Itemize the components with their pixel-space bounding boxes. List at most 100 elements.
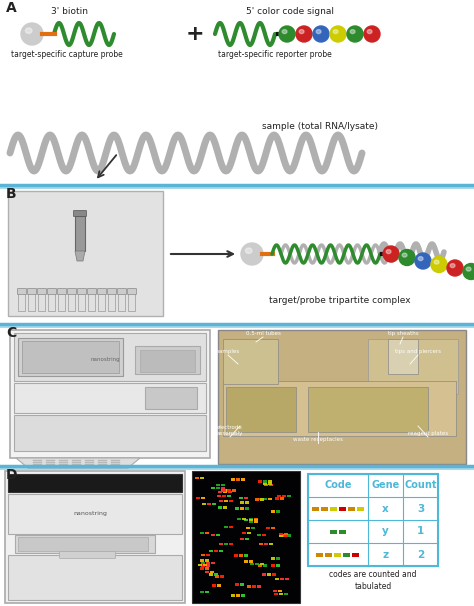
FancyBboxPatch shape [245, 554, 248, 557]
FancyBboxPatch shape [231, 594, 236, 597]
FancyBboxPatch shape [280, 497, 284, 499]
FancyBboxPatch shape [10, 330, 210, 458]
FancyBboxPatch shape [201, 503, 206, 505]
Ellipse shape [313, 26, 329, 42]
Ellipse shape [246, 248, 252, 253]
FancyBboxPatch shape [59, 459, 68, 461]
FancyBboxPatch shape [205, 559, 209, 562]
FancyBboxPatch shape [67, 288, 76, 295]
FancyBboxPatch shape [48, 293, 55, 311]
FancyBboxPatch shape [221, 487, 225, 490]
Text: B: B [6, 187, 17, 201]
FancyBboxPatch shape [240, 538, 245, 541]
FancyBboxPatch shape [22, 341, 119, 373]
FancyBboxPatch shape [118, 288, 127, 295]
FancyBboxPatch shape [85, 464, 94, 465]
Ellipse shape [367, 30, 372, 33]
Text: tips and piercers: tips and piercers [395, 349, 441, 354]
Text: sample (total RNA/lysate): sample (total RNA/lysate) [262, 122, 378, 131]
FancyBboxPatch shape [218, 495, 221, 498]
FancyBboxPatch shape [18, 293, 26, 311]
FancyBboxPatch shape [321, 507, 328, 511]
FancyBboxPatch shape [196, 497, 200, 499]
FancyBboxPatch shape [209, 573, 213, 576]
FancyBboxPatch shape [262, 533, 266, 536]
FancyBboxPatch shape [111, 464, 120, 465]
FancyBboxPatch shape [264, 498, 267, 501]
FancyBboxPatch shape [72, 465, 81, 467]
Ellipse shape [26, 28, 32, 33]
FancyBboxPatch shape [237, 594, 240, 597]
Text: 0.5-ml tubes: 0.5-ml tubes [246, 331, 281, 336]
FancyBboxPatch shape [258, 498, 262, 501]
FancyBboxPatch shape [250, 563, 254, 565]
FancyBboxPatch shape [275, 497, 279, 499]
FancyBboxPatch shape [312, 507, 319, 511]
FancyBboxPatch shape [368, 339, 458, 394]
FancyBboxPatch shape [249, 519, 253, 521]
FancyBboxPatch shape [254, 521, 258, 524]
FancyBboxPatch shape [279, 533, 283, 535]
FancyBboxPatch shape [229, 499, 234, 502]
FancyBboxPatch shape [273, 573, 276, 576]
FancyBboxPatch shape [216, 484, 219, 486]
Text: reagent plates: reagent plates [408, 431, 448, 436]
FancyBboxPatch shape [278, 590, 282, 592]
FancyBboxPatch shape [200, 559, 204, 562]
FancyBboxPatch shape [200, 567, 204, 570]
FancyBboxPatch shape [271, 558, 275, 560]
FancyBboxPatch shape [46, 464, 55, 465]
Ellipse shape [450, 264, 455, 268]
FancyBboxPatch shape [284, 593, 288, 595]
FancyBboxPatch shape [241, 478, 246, 481]
FancyBboxPatch shape [264, 542, 268, 545]
FancyBboxPatch shape [279, 593, 283, 595]
FancyBboxPatch shape [14, 383, 206, 413]
FancyBboxPatch shape [228, 491, 232, 493]
Ellipse shape [447, 260, 463, 276]
Ellipse shape [21, 23, 43, 45]
Ellipse shape [386, 250, 391, 253]
FancyBboxPatch shape [263, 480, 267, 482]
FancyBboxPatch shape [59, 464, 68, 465]
FancyBboxPatch shape [27, 288, 36, 295]
FancyBboxPatch shape [271, 510, 275, 513]
FancyBboxPatch shape [118, 293, 126, 311]
FancyBboxPatch shape [268, 498, 273, 501]
FancyBboxPatch shape [58, 293, 65, 311]
FancyBboxPatch shape [98, 462, 107, 463]
FancyBboxPatch shape [78, 288, 86, 295]
Text: target/probe tripartite complex: target/probe tripartite complex [269, 296, 411, 305]
FancyBboxPatch shape [223, 491, 227, 493]
FancyBboxPatch shape [59, 462, 68, 463]
FancyBboxPatch shape [225, 499, 228, 502]
FancyBboxPatch shape [287, 494, 291, 497]
FancyBboxPatch shape [229, 543, 233, 545]
FancyBboxPatch shape [59, 465, 68, 467]
FancyBboxPatch shape [245, 501, 248, 504]
FancyBboxPatch shape [216, 487, 220, 490]
FancyBboxPatch shape [219, 543, 223, 545]
FancyBboxPatch shape [14, 333, 206, 381]
FancyBboxPatch shape [222, 495, 227, 498]
FancyBboxPatch shape [46, 465, 55, 467]
FancyBboxPatch shape [228, 489, 231, 492]
FancyBboxPatch shape [284, 534, 288, 537]
Ellipse shape [282, 30, 287, 33]
FancyBboxPatch shape [219, 550, 223, 552]
Ellipse shape [399, 250, 415, 265]
Text: x: x [382, 504, 389, 513]
Ellipse shape [402, 253, 407, 257]
Ellipse shape [333, 30, 338, 33]
FancyBboxPatch shape [339, 530, 346, 534]
Ellipse shape [350, 30, 355, 33]
FancyBboxPatch shape [317, 553, 323, 557]
FancyBboxPatch shape [223, 339, 278, 384]
Text: codes are counted and
tabulated: codes are counted and tabulated [329, 570, 417, 591]
FancyBboxPatch shape [145, 387, 197, 409]
FancyBboxPatch shape [388, 339, 418, 374]
FancyBboxPatch shape [232, 489, 237, 492]
FancyBboxPatch shape [220, 576, 224, 578]
Text: 1: 1 [417, 527, 424, 536]
FancyBboxPatch shape [273, 590, 277, 592]
